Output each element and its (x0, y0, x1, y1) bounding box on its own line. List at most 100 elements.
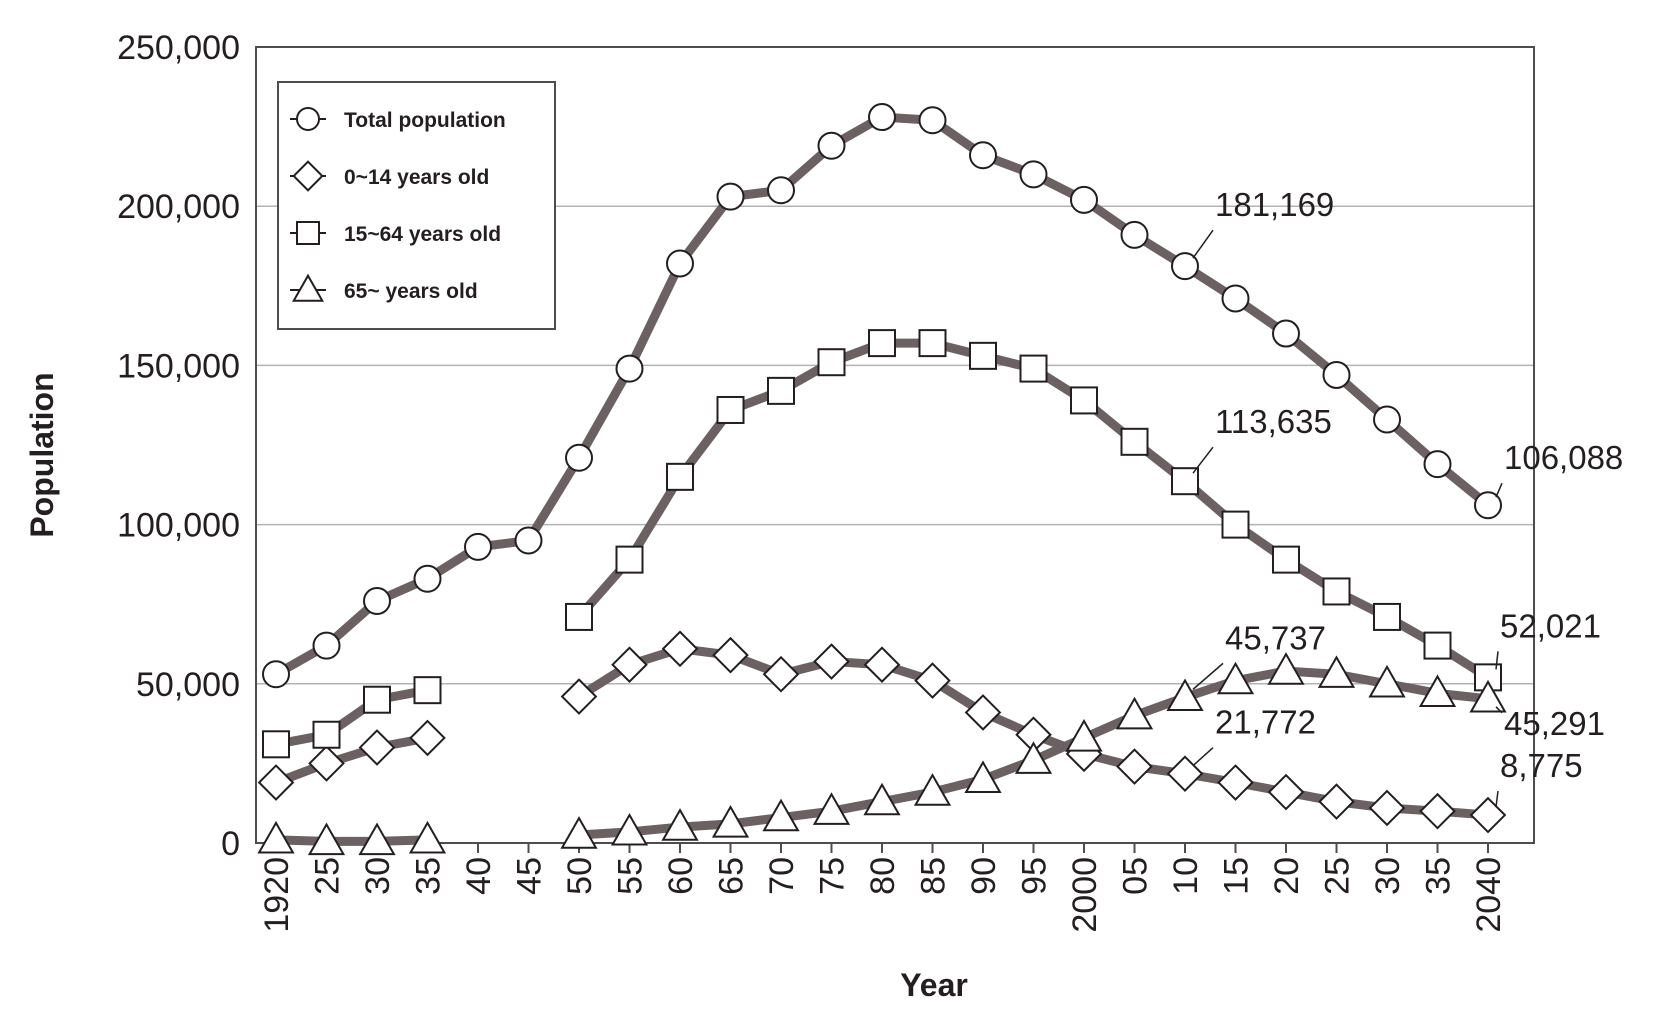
x-tick-label-18: 10 (1167, 857, 1205, 895)
legend-marker-0-14-years-old (292, 160, 324, 192)
series-total-population-point-1965 (716, 182, 745, 211)
x-tick-label-21: 25 (1319, 857, 1357, 895)
series-65-years-old-point-1990 (964, 760, 1002, 793)
series-15-64-years-old-point-2030 (1373, 602, 1401, 631)
series-0-14-years-old-point-2025 (1318, 783, 1355, 820)
legend-label-65-years-old: 65~ years old (344, 280, 478, 303)
legend: Total population 0~14 years old 15~64 year… (277, 81, 556, 330)
series-65-years-old-point-1920 (257, 820, 295, 854)
series-65-years-old-point-1950 (560, 816, 598, 849)
legend-label-0-14-years-old: 0~14 years old (344, 166, 489, 189)
series-65-years-old-point-1975 (812, 792, 851, 825)
series-total-population-point-1925 (312, 631, 341, 660)
series-65-years-old-point-1980 (863, 782, 901, 816)
series-15-64-years-old-point-1975 (817, 348, 846, 377)
series-0-14-years-old-point-1960 (661, 630, 699, 668)
x-tick-label-24: 2040 (1470, 857, 1508, 933)
x-tick-label-13: 85 (915, 857, 953, 895)
series-total-population-point-1990 (969, 141, 997, 170)
series-65-years-old-point-2010 (1166, 678, 1204, 712)
x-tick-label-9: 65 (713, 857, 751, 895)
series-0-14-years-old-point-2005 (1116, 748, 1153, 785)
series-0-14-years-old-point-1985 (914, 662, 951, 699)
x-tick-label-22: 30 (1369, 857, 1407, 895)
legend-marker-65-years-old (291, 273, 325, 302)
series-0-14-years-old-point-1955 (611, 646, 648, 684)
series-65-years-old-point-1995 (1014, 741, 1053, 774)
series-15-64-years-old-point-1925 (312, 720, 341, 749)
series-0-14-years-old-line-segment-0 (271, 733, 432, 788)
series-15-64-years-old-point-1950 (565, 602, 593, 631)
y-axis-title: Population (24, 372, 60, 537)
annotation-leader-1 (1495, 482, 1503, 498)
series-total-population-point-1955 (615, 354, 644, 383)
series-total-population-point-1960 (666, 249, 694, 278)
series-0-14-years-old-point-2035 (1419, 792, 1456, 830)
series-0-14-years-old-point-1930 (358, 729, 396, 766)
series-15-64-years-old-point-2020 (1272, 545, 1300, 574)
x-tick-label-7: 55 (612, 857, 650, 895)
series-total-population-point-2020 (1272, 319, 1300, 348)
series-total-population-point-2035 (1423, 450, 1452, 479)
legend-label-total-population: Total population (344, 109, 506, 132)
series-total-population-point-1985 (918, 106, 947, 135)
x-tick-label-5: 45 (511, 857, 549, 895)
series-total-population-point-2040 (1474, 491, 1502, 520)
series-65-years-old-point-1985 (913, 773, 952, 806)
series-65-years-old-point-2015 (1216, 661, 1255, 695)
annotation-leader-3 (1495, 651, 1499, 670)
y-tick-label-4: 200,000 (117, 188, 240, 226)
x-tick-label-10: 70 (763, 857, 801, 895)
series-total-population-point-1980 (868, 103, 896, 132)
x-tick-label-14: 90 (965, 857, 1003, 895)
annotation-leader-4 (1192, 662, 1224, 690)
series-0-14-years-old-point-1975 (813, 643, 850, 680)
series-15-64-years-old-point-1980 (868, 329, 896, 358)
annotation-label-3: 52,021 (1500, 607, 1601, 644)
legend-label-15-64-years-old: 15~64 years old (344, 223, 501, 246)
x-axis-title: Year (900, 967, 968, 1003)
series-65-years-old-point-1965 (711, 804, 750, 838)
series-15-64-years-old-point-2000 (1070, 386, 1098, 415)
series-15-64-years-old-point-1935 (413, 676, 442, 705)
x-tick-label-16: 2000 (1066, 857, 1104, 933)
series-15-64-years-old-point-2015 (1221, 510, 1250, 539)
series-total-population-point-1995 (1019, 160, 1048, 189)
series-total-population-point-1930 (363, 587, 391, 616)
series-0-14-years-old-point-1970 (762, 655, 800, 693)
y-tick-label-5: 250,000 (117, 29, 240, 67)
x-tick-label-2: 30 (359, 857, 397, 895)
x-tick-label-12: 80 (864, 857, 902, 895)
series-65-years-old-point-2040 (1469, 679, 1507, 713)
series-0-14-years-old-point-2030 (1368, 789, 1406, 827)
x-tick-label-17: 05 (1117, 857, 1155, 895)
annotation-label-4: 45,737 (1225, 619, 1326, 656)
plot-frame (255, 46, 1535, 844)
annotation-label-7: 8,775 (1500, 747, 1583, 784)
x-tick-label-19: 15 (1218, 857, 1256, 895)
series-15-64-years-old-point-1990 (969, 341, 997, 370)
series-15-64-years-old-point-1920 (262, 730, 290, 759)
series-0-14-years-old-point-1965 (712, 636, 749, 674)
series-65-years-old-point-2020 (1267, 652, 1305, 685)
annotation-leader-6 (1192, 747, 1214, 767)
series-65-years-old-point-1935 (408, 820, 447, 854)
y-tick-label-0: 0 (221, 825, 240, 863)
series-15-64-years-old-line-segment-0 (271, 685, 432, 749)
x-tick-label-1: 25 (309, 857, 347, 895)
x-tick-label-3: 35 (410, 857, 448, 895)
series-total-population-points (262, 103, 1502, 689)
series-15-64-years-old-point-2035 (1423, 631, 1452, 660)
series-0-14-years-old-point-1950 (560, 678, 598, 715)
series-total-population-point-1920 (262, 660, 290, 689)
x-tick-label-20: 20 (1268, 857, 1306, 895)
series-65-years-old-point-2005 (1115, 696, 1154, 730)
legend-marker-total-population (296, 107, 320, 131)
x-tick-label-4: 40 (460, 857, 498, 895)
y-tick-label-2: 100,000 (117, 507, 240, 545)
series-65-years-old-point-2030 (1368, 664, 1406, 698)
series-total-population-point-1945 (514, 526, 543, 555)
y-tick-label-1: 50,000 (136, 666, 240, 704)
